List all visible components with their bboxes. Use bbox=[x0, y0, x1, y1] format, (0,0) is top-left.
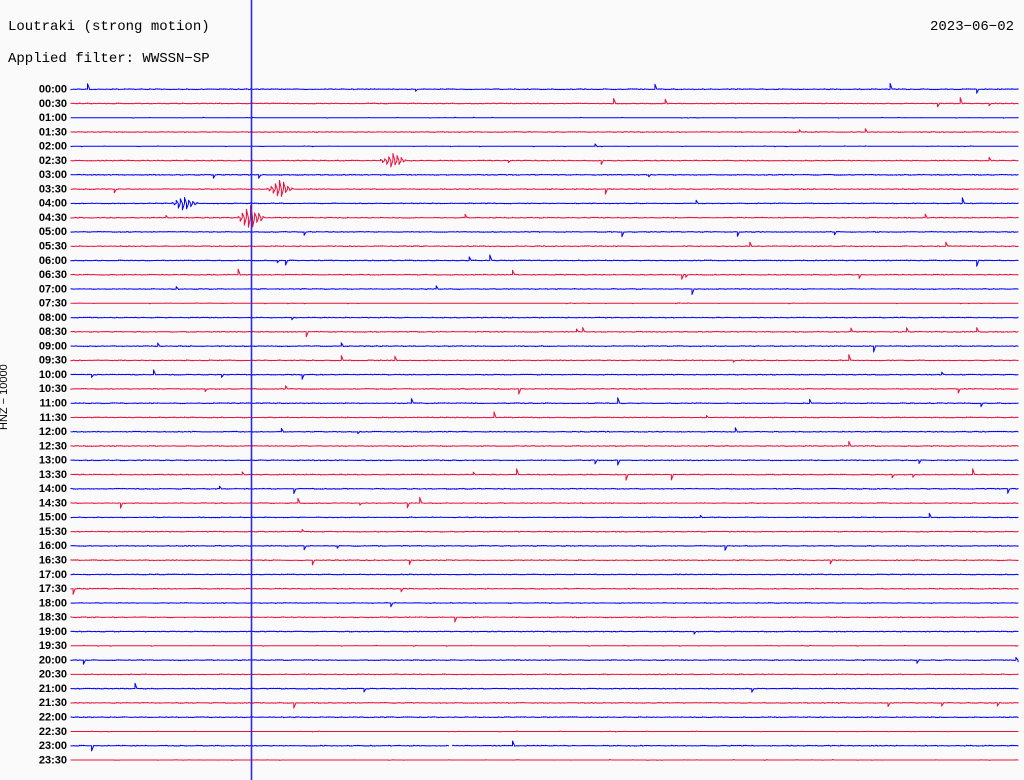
svg-text:17:00: 17:00 bbox=[39, 569, 67, 581]
svg-text:04:30: 04:30 bbox=[39, 212, 67, 224]
svg-text:18:30: 18:30 bbox=[39, 612, 67, 624]
svg-text:05:30: 05:30 bbox=[39, 241, 67, 253]
svg-text:10:30: 10:30 bbox=[39, 383, 67, 395]
svg-text:15:30: 15:30 bbox=[39, 526, 67, 538]
svg-text:23:00: 23:00 bbox=[39, 740, 67, 752]
svg-text:08:30: 08:30 bbox=[39, 326, 67, 338]
svg-text:07:00: 07:00 bbox=[39, 283, 67, 295]
svg-text:22:30: 22:30 bbox=[39, 726, 67, 738]
svg-text:19:30: 19:30 bbox=[39, 640, 67, 652]
svg-text:22:00: 22:00 bbox=[39, 711, 67, 723]
svg-text:14:00: 14:00 bbox=[39, 483, 67, 495]
svg-text:16:30: 16:30 bbox=[39, 554, 67, 566]
svg-text:10:00: 10:00 bbox=[39, 369, 67, 381]
svg-text:05:00: 05:00 bbox=[39, 226, 67, 238]
svg-text:13:30: 13:30 bbox=[39, 469, 67, 481]
svg-text:15:00: 15:00 bbox=[39, 512, 67, 524]
svg-text:02:00: 02:00 bbox=[39, 141, 67, 153]
svg-text:04:00: 04:00 bbox=[39, 198, 67, 210]
svg-text:09:00: 09:00 bbox=[39, 340, 67, 352]
svg-text:13:00: 13:00 bbox=[39, 455, 67, 467]
svg-text:17:30: 17:30 bbox=[39, 583, 67, 595]
svg-text:01:00: 01:00 bbox=[39, 112, 67, 124]
svg-text:06:30: 06:30 bbox=[39, 269, 67, 281]
svg-text:23:30: 23:30 bbox=[39, 754, 67, 766]
svg-text:01:30: 01:30 bbox=[39, 126, 67, 138]
svg-text:11:00: 11:00 bbox=[39, 397, 67, 409]
svg-text:18:00: 18:00 bbox=[39, 597, 67, 609]
svg-text:14:30: 14:30 bbox=[39, 497, 67, 509]
svg-text:16:00: 16:00 bbox=[39, 540, 67, 552]
svg-text:00:30: 00:30 bbox=[39, 98, 67, 110]
svg-text:06:00: 06:00 bbox=[39, 255, 67, 267]
svg-text:19:00: 19:00 bbox=[39, 626, 67, 638]
svg-text:12:00: 12:00 bbox=[39, 426, 67, 438]
svg-text:02:30: 02:30 bbox=[39, 155, 67, 167]
svg-text:00:00: 00:00 bbox=[39, 84, 67, 96]
svg-text:20:00: 20:00 bbox=[39, 654, 67, 666]
svg-text:03:30: 03:30 bbox=[39, 183, 67, 195]
svg-text:09:30: 09:30 bbox=[39, 355, 67, 367]
svg-text:07:30: 07:30 bbox=[39, 298, 67, 310]
svg-text:03:00: 03:00 bbox=[39, 169, 67, 181]
svg-text:11:30: 11:30 bbox=[39, 412, 67, 424]
svg-text:20:30: 20:30 bbox=[39, 669, 67, 681]
svg-text:12:30: 12:30 bbox=[39, 440, 67, 452]
svg-text:21:30: 21:30 bbox=[39, 697, 67, 709]
svg-text:21:00: 21:00 bbox=[39, 683, 67, 695]
svg-text:08:00: 08:00 bbox=[39, 312, 67, 324]
